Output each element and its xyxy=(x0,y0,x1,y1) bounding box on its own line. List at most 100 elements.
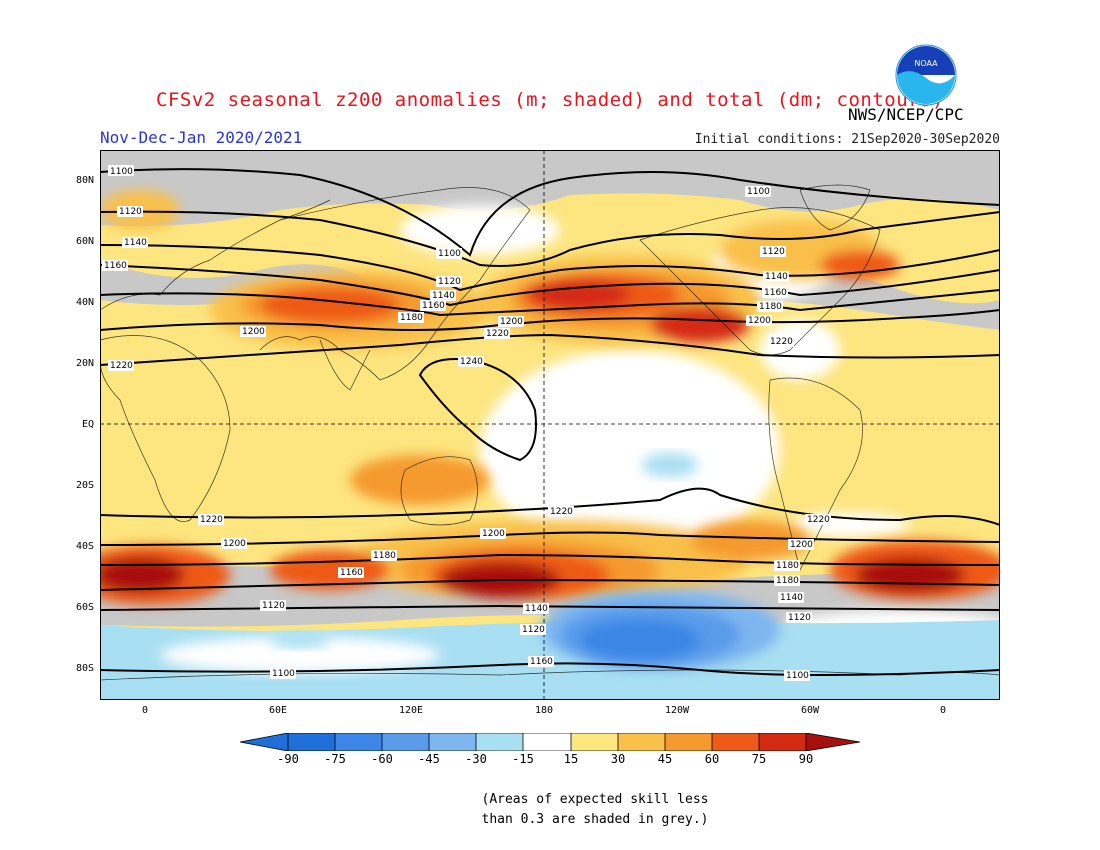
contour-label: 1140 xyxy=(122,237,148,248)
colorbar-label: -45 xyxy=(418,752,440,766)
colorbar-swatch xyxy=(429,733,476,751)
svg-text:1140: 1140 xyxy=(432,291,455,301)
lon-label-120e: 120E xyxy=(398,705,424,716)
svg-text:1200: 1200 xyxy=(223,539,246,549)
contour-label: 1200 xyxy=(788,539,814,550)
svg-text:1160: 1160 xyxy=(530,657,553,667)
svg-text:1200: 1200 xyxy=(748,316,771,326)
svg-text:1220: 1220 xyxy=(807,515,830,525)
svg-text:1240: 1240 xyxy=(460,357,483,367)
contour-label: 1100 xyxy=(108,165,134,177)
svg-text:1120: 1120 xyxy=(522,625,545,635)
colorbar-arrow-left xyxy=(240,733,288,751)
contour-label: 1120 xyxy=(520,624,546,635)
contour-label: 1220 xyxy=(198,514,224,525)
contour-label: 1200 xyxy=(240,326,266,337)
contour-label: 1100 xyxy=(784,670,810,681)
colorbar-label: 90 xyxy=(798,752,814,766)
lat-label-40n: 40N xyxy=(75,297,94,308)
svg-text:1140: 1140 xyxy=(525,604,548,614)
contour-label: 1200 xyxy=(746,315,772,326)
contour-label: 1200 xyxy=(221,538,247,549)
svg-text:1100: 1100 xyxy=(786,671,809,681)
colorbar-swatch xyxy=(288,733,335,751)
svg-text:1220: 1220 xyxy=(770,337,793,347)
lon-label-60w: 60W xyxy=(800,705,820,716)
contour-label: 1160 xyxy=(338,567,364,578)
lon-label-180: 180 xyxy=(534,705,554,716)
svg-text:1120: 1120 xyxy=(762,247,785,257)
skill-note-line2: than 0.3 are shaded in grey.) xyxy=(481,812,709,827)
contour-label: 1120 xyxy=(760,246,786,257)
colorbar-label: 30 xyxy=(610,752,626,766)
svg-text:1160: 1160 xyxy=(340,568,363,578)
colorbar-label: -60 xyxy=(371,752,393,766)
colorbar-swatch xyxy=(759,733,806,751)
svg-text:1160: 1160 xyxy=(104,261,127,271)
svg-text:1180: 1180 xyxy=(759,302,782,312)
anomaly-map: 1100 1120 1140 1160 1200 1220 1240 1100 … xyxy=(100,150,1000,700)
noaa-logo-icon: NOAA xyxy=(895,44,957,106)
contour-label: 1180 xyxy=(757,301,783,312)
contour-label: 1120 xyxy=(260,600,286,611)
colorbar-swatch xyxy=(618,733,665,751)
svg-text:1100: 1100 xyxy=(110,167,133,177)
colorbar-swatch xyxy=(382,733,429,751)
contour-label: 1120 xyxy=(436,276,462,287)
contour-label: 1120 xyxy=(786,612,812,623)
colorbar-swatch xyxy=(335,733,382,751)
colorbar-label: 15 xyxy=(563,752,579,766)
svg-text:1120: 1120 xyxy=(788,613,811,623)
colorbar xyxy=(240,733,860,751)
svg-text:1160: 1160 xyxy=(422,301,445,311)
svg-text:1120: 1120 xyxy=(262,601,285,611)
lon-label-120w: 120W xyxy=(664,705,690,716)
contour-label: 1140 xyxy=(430,290,456,301)
colorbar-label: 60 xyxy=(704,752,720,766)
colorbar-label: -30 xyxy=(465,752,487,766)
colorbar-swatch xyxy=(712,733,759,751)
svg-text:1220: 1220 xyxy=(486,329,509,339)
contour-label: 1160 xyxy=(102,260,128,271)
lat-label-80n: 80N xyxy=(75,175,94,186)
contour-label: 1120 xyxy=(117,206,143,217)
colorbar-swatch xyxy=(476,733,523,751)
svg-text:1120: 1120 xyxy=(119,207,142,217)
map-title: CFSv2 seasonal z200 anomalies (m; shaded… xyxy=(156,89,944,111)
initial-conditions-label: Initial conditions: 21Sep2020-30Sep2020 xyxy=(694,132,1000,147)
contour-label: 1220 xyxy=(768,336,794,347)
svg-text:1180: 1180 xyxy=(776,561,799,571)
contour-label-group: 1100 1120 1140 1160 1200 1220 1240 1100 … xyxy=(102,165,831,681)
colorbar-label: -90 xyxy=(277,752,299,766)
lat-label-20n: 20N xyxy=(75,358,94,369)
colorbar-label: -75 xyxy=(324,752,346,766)
svg-text:1200: 1200 xyxy=(482,529,505,539)
colorbar-swatch xyxy=(571,733,618,751)
contour-label: 1100 xyxy=(436,248,462,259)
contour-label: 1220 xyxy=(805,514,831,525)
svg-text:1200: 1200 xyxy=(242,327,265,337)
contour-label: 1220 xyxy=(108,360,134,371)
lat-label-80s: 80S xyxy=(75,663,94,674)
map-frame xyxy=(100,150,1000,700)
lat-label-60n: 60N xyxy=(75,236,94,247)
svg-text:1100: 1100 xyxy=(438,249,461,259)
skill-note-line1: (Areas of expected skill less xyxy=(481,792,709,807)
svg-text:1180: 1180 xyxy=(776,576,799,586)
contour-label: 1100 xyxy=(270,668,296,679)
lat-label-20s: 20S xyxy=(75,480,94,491)
colorbar-swatch xyxy=(523,733,571,751)
contour-label: 1180 xyxy=(774,560,800,571)
svg-text:1100: 1100 xyxy=(747,187,770,197)
positive-anomaly-regions xyxy=(100,190,1000,605)
colorbar-label: -15 xyxy=(512,752,534,766)
contour-label: 1180 xyxy=(371,550,397,561)
contour-label: 1180 xyxy=(774,575,800,586)
svg-text:1120: 1120 xyxy=(438,277,461,287)
lon-label-0-east: 0 xyxy=(939,705,947,716)
contour-label: 1240 xyxy=(458,356,484,367)
svg-text:1180: 1180 xyxy=(373,551,396,561)
svg-text:1200: 1200 xyxy=(500,317,523,327)
contour-label: 1220 xyxy=(548,506,574,517)
svg-text:1160: 1160 xyxy=(764,288,787,298)
